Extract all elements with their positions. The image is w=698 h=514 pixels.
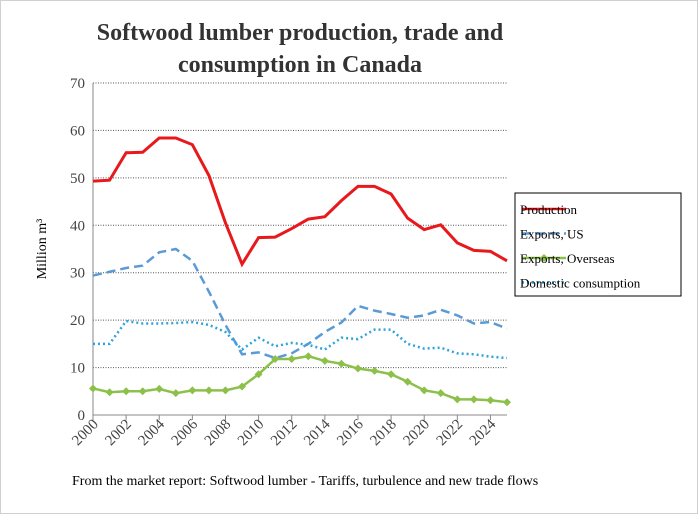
y-tick-label: 20 (70, 313, 85, 329)
point (486, 396, 495, 405)
y-tick-label: 30 (70, 266, 85, 282)
point (287, 355, 296, 364)
point (105, 388, 114, 397)
point (420, 386, 429, 395)
point (453, 395, 462, 404)
point (436, 389, 445, 398)
point (353, 364, 362, 373)
point (204, 386, 213, 395)
point (188, 386, 197, 395)
y-tick-label: 70 (70, 76, 85, 92)
legend-label: Exports, US (520, 227, 584, 242)
point (138, 387, 147, 396)
point (503, 398, 511, 407)
series-line (93, 319, 508, 360)
y-tick-label: 60 (70, 123, 85, 139)
y-axis-title: Million m³ (35, 219, 50, 280)
legend-marker (540, 254, 548, 262)
point (320, 356, 329, 365)
legend-label: Exports, Overseas (520, 251, 615, 266)
y-tick-label: 50 (70, 171, 85, 187)
point (403, 377, 412, 386)
point (254, 370, 263, 379)
series-line (92, 247, 508, 360)
point (155, 384, 164, 393)
point (271, 355, 280, 364)
point (469, 395, 478, 404)
y-tick-label: 10 (70, 361, 85, 377)
chart-title: consumption in Canada (178, 52, 422, 78)
point (89, 384, 97, 393)
note: From the market report: Softwood lumber … (72, 474, 538, 489)
point (337, 359, 346, 368)
point (370, 366, 379, 375)
legend-label: Domestic consumption (520, 276, 641, 291)
point (304, 352, 313, 361)
chart-title: Softwood lumber production, trade and (97, 20, 504, 46)
point (122, 387, 131, 396)
point (171, 389, 180, 398)
point (221, 386, 230, 395)
legend-label: Production (520, 202, 578, 217)
series-line (92, 136, 508, 268)
point (387, 370, 396, 379)
y-tick-label: 0 (78, 408, 86, 424)
point (238, 382, 247, 391)
y-tick-label: 40 (70, 218, 85, 234)
